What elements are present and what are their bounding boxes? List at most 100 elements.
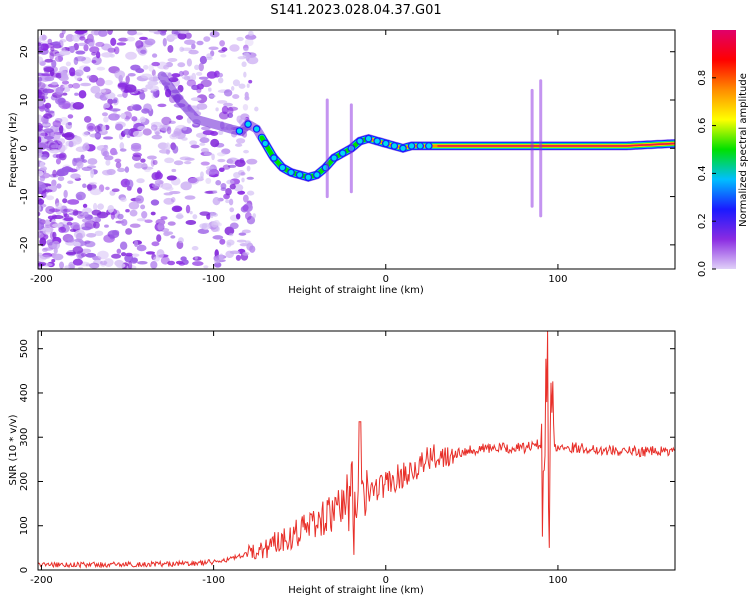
spectrogram-noise-blob <box>42 40 48 44</box>
spectrogram-noise-blob <box>139 91 146 100</box>
ridge-blob <box>304 173 313 182</box>
spectrogram-noise-blob <box>74 69 84 77</box>
spectrogram-noise-blob <box>44 224 51 228</box>
spectrogram-noise-blob <box>127 72 136 77</box>
spectrogram-noise-blob <box>168 76 179 83</box>
spectrogram-noise-blob <box>233 183 244 192</box>
spectrogram-noise-blob <box>242 194 249 203</box>
spectrogram-noise-blob <box>59 261 65 269</box>
spectrogram-noise-blob <box>43 88 49 96</box>
spectrogram-noise-blob <box>38 218 43 222</box>
spectrogram-noise-blob <box>127 30 137 36</box>
spectrogram-noise-blob <box>43 67 55 73</box>
spectrogram-noise-blob <box>240 172 246 176</box>
spectrogram-noise-blob <box>111 253 122 259</box>
spectrogram-y-ticks: 20 10 0 -10 -20 <box>19 45 675 253</box>
spectrogram-noise-blob <box>103 144 108 148</box>
spectrogram-noise-blob <box>203 265 209 269</box>
spectrogram-noise-blob <box>146 155 157 160</box>
snr-x-axis-label: Height of straight line (km) <box>288 585 424 596</box>
spectrogram-noise-blob <box>152 159 158 166</box>
spectrogram-noise-blob <box>65 34 75 42</box>
spectrogram-noise-blob <box>145 251 156 255</box>
spectrogram-noise-blob <box>72 246 84 254</box>
spectrogram-noise-blob <box>89 133 102 138</box>
spectrogram-noise-blob <box>131 253 140 257</box>
spectrogram-x-tick-label: 0 <box>383 274 389 285</box>
ridge-blob <box>252 125 261 133</box>
spectrogram-noise-blob <box>89 46 100 54</box>
spectrogram-noise-blob <box>112 229 120 236</box>
spectrogram-noise-blob <box>68 67 76 76</box>
spectrogram-noise-blob <box>54 55 64 63</box>
spectrogram-noise-blob <box>212 197 221 206</box>
spectrogram-noise-blob <box>62 92 68 96</box>
spectrogram-noise-blob <box>78 90 87 99</box>
spectrogram-noise-blob <box>55 153 66 159</box>
spectrogram-noise-blob <box>172 145 179 154</box>
spectrogram-noise-blob <box>116 248 122 254</box>
spectrogram-noise-blob <box>214 259 220 264</box>
spectrogram-noise-blob <box>249 245 256 253</box>
spectrogram-noise-blob <box>166 126 172 135</box>
spectrogram-noise-blob <box>223 89 233 97</box>
spectrogram-noise-blob <box>83 44 89 52</box>
spectrogram-noise-blob <box>217 130 224 136</box>
spectrogram-noise-blob <box>190 97 202 102</box>
spectrogram-noise-blob <box>190 144 200 149</box>
spectrogram-noise-blob <box>77 42 88 47</box>
spectrogram-noise-blob <box>108 113 120 121</box>
spectrogram-noise-blob <box>185 204 191 214</box>
spectrogram-noise-blob <box>66 221 73 226</box>
spectrogram-noise-blob <box>44 43 55 48</box>
spectrogram-noise-blob <box>58 226 67 233</box>
spectrogram-noise-blob <box>219 253 224 261</box>
spectrogram-noise-blob <box>140 158 146 163</box>
spectrogram-noise-blob <box>125 75 130 84</box>
spectrogram-noise-blob <box>38 76 43 82</box>
spectrogram-noise-blob <box>218 77 224 84</box>
spectrogram-noise-blob <box>65 251 76 256</box>
spectrogram-noise-blob <box>52 253 64 261</box>
spectrogram-noise-blob <box>72 209 79 216</box>
spectrogram-noise-blob <box>86 122 96 132</box>
spectrogram-noise-blob <box>137 261 148 265</box>
spectrogram-noise-blob <box>119 142 125 150</box>
spectrogram-noise-blob <box>211 153 215 161</box>
spectrogram-noise-blob <box>125 209 130 213</box>
spectrogram-noise-blob <box>75 191 86 201</box>
spectrogram-noise-blob <box>235 254 241 261</box>
spectrogram-noise-blob <box>236 36 244 42</box>
spectrogram-noise-blob <box>51 59 57 68</box>
spectrogram-noise-blob <box>86 75 92 79</box>
spectrogram-noise-blob <box>52 231 57 239</box>
spectrogram-noise-blob <box>41 123 51 127</box>
spectrogram-noise-blob <box>102 136 114 140</box>
spectrogram-noise-blob <box>58 125 64 134</box>
ridge-blob <box>261 139 270 148</box>
spectrogram-noise-blob <box>52 41 61 48</box>
spectrogram-noise-blob <box>38 82 46 89</box>
spectrogram-noise-blob <box>82 203 88 208</box>
spectrogram-noise-blob <box>148 30 157 33</box>
spectrogram-noise-blob <box>139 116 146 123</box>
spectrogram-noise-blob <box>38 252 43 257</box>
spectrogram-noise-blob <box>67 199 80 205</box>
spectrogram-noise-blob <box>248 79 253 84</box>
spectrogram-noise-blob <box>39 174 46 182</box>
spectrogram-noise-blob <box>129 209 138 217</box>
spectrogram-noise-blob <box>123 128 132 135</box>
spectrogram-noise-blob <box>208 46 219 51</box>
colorbar-tick-label: 0.8 <box>697 70 708 86</box>
spectrogram-noise-blob <box>148 76 160 82</box>
ridge-blob <box>381 139 390 148</box>
spectrogram-noise-blob <box>51 223 63 228</box>
spectrogram-noise-blob <box>164 157 175 164</box>
spectrogram-noise-blob <box>158 149 171 154</box>
spectrogram-noise-blob <box>228 198 234 206</box>
spectrogram-noise-blob <box>117 167 126 173</box>
spectrogram-noise-blob <box>143 64 149 70</box>
spectrogram-noise-blob <box>109 108 121 112</box>
spectrogram-noise-blob <box>122 90 128 99</box>
